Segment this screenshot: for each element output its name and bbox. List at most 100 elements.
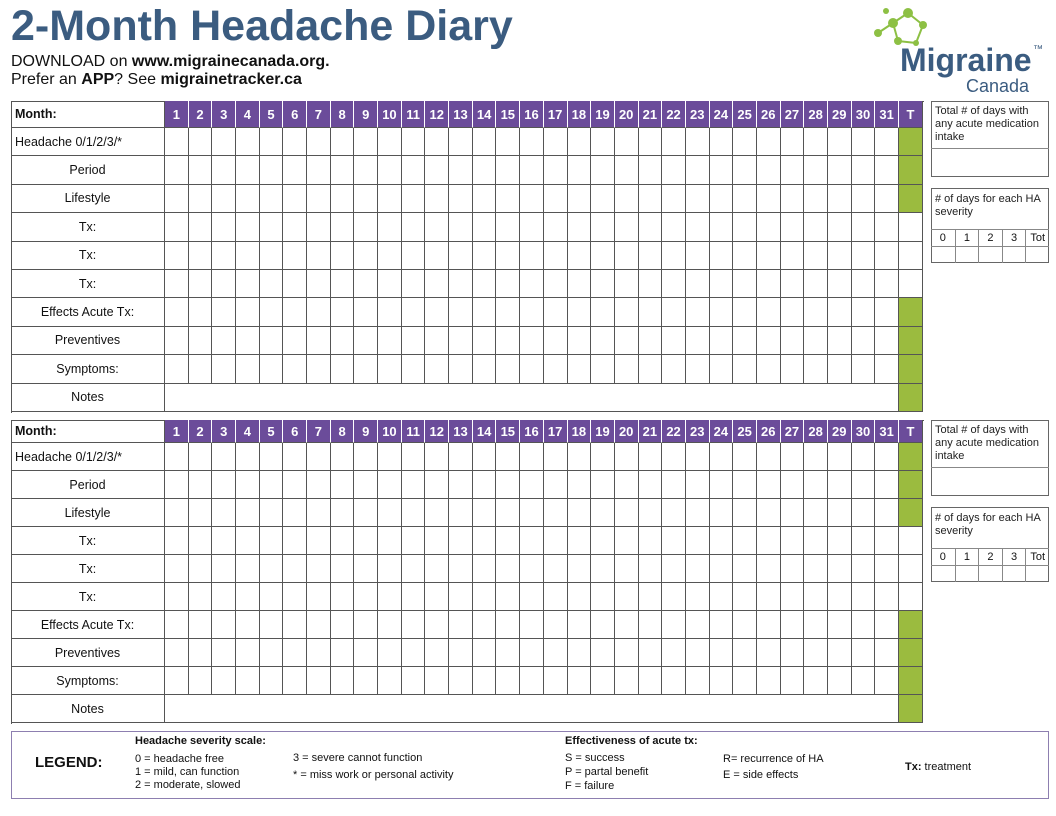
- entry-cell: [188, 611, 213, 639]
- entry-cell: [472, 667, 497, 695]
- entry-cell: [425, 213, 450, 242]
- entry-cell: [756, 326, 781, 356]
- day-header: 28: [804, 101, 828, 128]
- entry-cell: [212, 241, 237, 270]
- entry-cell: [756, 611, 781, 639]
- entry-cell: [875, 241, 899, 270]
- entry-cell: [520, 270, 544, 299]
- entry-cell: [188, 326, 213, 356]
- entry-cell: [330, 639, 355, 667]
- entry-cell: [283, 213, 308, 242]
- entry-cell: [449, 499, 473, 527]
- entry-cell: [425, 241, 450, 270]
- day-header: 27: [780, 101, 805, 128]
- entry-cell: [401, 241, 426, 270]
- month-label: Month:: [11, 420, 165, 443]
- entry-cell: [709, 471, 734, 499]
- entry-cell: [236, 156, 260, 185]
- entry-cell: [662, 499, 686, 527]
- entry-cell: [354, 156, 379, 185]
- entry-cell: [756, 355, 781, 384]
- entry-cell: [236, 270, 260, 299]
- entry-cell: [259, 611, 284, 639]
- entry-cell: [212, 583, 237, 611]
- entry-cell: [354, 184, 379, 214]
- entry-cell: [662, 128, 686, 157]
- day-header: 31: [875, 101, 899, 128]
- link[interactable]: www.migrainecanada.org.: [131, 53, 330, 70]
- entry-cell: [756, 555, 781, 583]
- entry-cell: [614, 555, 639, 583]
- entry-cell: [188, 241, 213, 270]
- entry-cell: [496, 270, 521, 299]
- entry-cell: [212, 326, 237, 356]
- entry-cell: [378, 326, 402, 356]
- entry-cell: [520, 241, 544, 270]
- entry-cell: [567, 527, 592, 555]
- severity-col: 2: [978, 229, 1002, 246]
- total-cell: [899, 213, 923, 242]
- entry-cell: [472, 555, 497, 583]
- entry-cell: [780, 639, 805, 667]
- entry-cell: [543, 583, 568, 611]
- legend-title: LEGEND:: [35, 754, 103, 771]
- entry-cell: [283, 156, 308, 185]
- entry-cell: [496, 499, 521, 527]
- entry-cell: [591, 298, 615, 327]
- entry-cell: [188, 555, 213, 583]
- row-label: Lifestyle: [11, 499, 165, 527]
- total-cell: [899, 443, 923, 471]
- entry-cell: [165, 241, 189, 270]
- entry-cell: [662, 555, 686, 583]
- legend-item: S = success: [565, 752, 625, 764]
- entry-cell: [804, 499, 828, 527]
- entry-cell: [307, 555, 331, 583]
- severity-cell: [978, 246, 1002, 263]
- entry-cell: [259, 326, 284, 356]
- day-header: 17: [543, 101, 568, 128]
- entry-cell: [804, 355, 828, 384]
- entry-cell: [567, 443, 592, 471]
- severity-cell: [1025, 246, 1049, 263]
- entry-cell: [472, 611, 497, 639]
- entry-cell: [875, 471, 899, 499]
- entry-cell: [780, 326, 805, 356]
- entry-cell: [496, 213, 521, 242]
- entry-cell: [354, 443, 379, 471]
- entry-cell: [804, 213, 828, 242]
- day-header: 7: [307, 101, 331, 128]
- entry-cell: [425, 499, 450, 527]
- row-label: Tx:: [11, 527, 165, 555]
- entry-cell: [472, 241, 497, 270]
- severity-col: 0: [939, 550, 946, 563]
- entry-cell: [212, 156, 237, 185]
- entry-cell: [520, 298, 544, 327]
- entry-cell: [591, 499, 615, 527]
- total-header: T: [899, 420, 923, 443]
- legend-item: 0 = headache free: [135, 753, 224, 765]
- entry-cell: [827, 355, 852, 384]
- entry-cell: [638, 527, 663, 555]
- entry-cell: [165, 326, 189, 356]
- entry-cell: [804, 611, 828, 639]
- entry-cell: [165, 527, 189, 555]
- entry-cell: [827, 555, 852, 583]
- entry-cell: [307, 213, 331, 242]
- day-header: 10: [378, 101, 402, 128]
- day-header: 7: [307, 420, 331, 443]
- entry-cell: [662, 611, 686, 639]
- entry-cell: [212, 639, 237, 667]
- entry-cell: [354, 499, 379, 527]
- total-cell: [899, 527, 923, 555]
- logo-name: Migraine: [900, 42, 1032, 78]
- entry-cell: [259, 443, 284, 471]
- total-cell: [899, 270, 923, 299]
- severity-col: 2: [978, 548, 1002, 565]
- entry-cell: [307, 184, 331, 214]
- day-header: 5: [259, 101, 284, 128]
- entry-cell: [307, 639, 331, 667]
- entry-cell: [259, 471, 284, 499]
- link[interactable]: migrainetracker.ca: [160, 71, 302, 88]
- entry-cell: [851, 443, 876, 471]
